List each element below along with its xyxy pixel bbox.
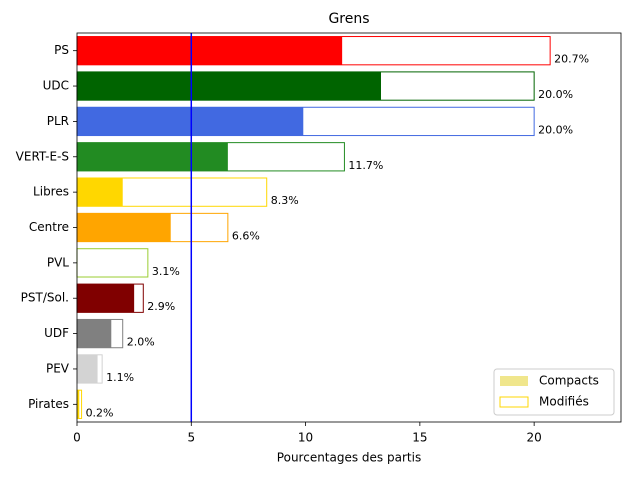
value-label-3: 11.7% [348, 159, 383, 172]
bar-compacts-0 [77, 36, 343, 65]
plot-frame [76, 32, 622, 423]
y-tick-label-10: Pirates [28, 397, 69, 411]
bar-compacts-10 [77, 390, 80, 419]
y-tick-label-8: UDF [44, 326, 69, 340]
bar-compacts-5 [77, 213, 171, 242]
value-label-8: 2.0% [127, 336, 155, 349]
bar-compacts-9 [77, 354, 98, 384]
value-label-7: 2.9% [147, 300, 175, 313]
x-tick-label-1: 5 [187, 431, 195, 445]
y-tick-label-4: Libres [33, 185, 69, 199]
y-tick-label-3: VERT-E-S [16, 149, 69, 163]
x-tick-label-4: 20 [527, 431, 542, 445]
y-tick-label-9: PEV [46, 361, 70, 375]
legend-label-1: Modifiés [539, 395, 589, 409]
value-label-10: 0.2% [86, 406, 114, 419]
y-tick-label-6: PVL [47, 255, 69, 269]
x-axis-label: Pourcentages des partis [277, 451, 421, 465]
value-label-5: 6.6% [232, 230, 260, 243]
bar-compacts-2 [77, 107, 304, 136]
bar-compacts-8 [77, 319, 112, 348]
x-tick-label-2: 10 [298, 431, 313, 445]
bar-compacts-3 [77, 142, 228, 171]
value-label-1: 20.0% [538, 88, 573, 101]
y-tick-label-2: PLR [47, 114, 69, 128]
legend-label-0: Compacts [539, 374, 599, 388]
value-label-0: 20.7% [554, 53, 589, 66]
chart-title: Grens [328, 11, 369, 27]
x-tick-label-3: 15 [412, 431, 427, 445]
bar-modifies-6 [76, 248, 149, 278]
value-label-9: 1.1% [106, 371, 134, 384]
x-tick-label-0: 0 [73, 431, 81, 445]
value-label-6: 3.1% [152, 265, 180, 278]
legend-swatch-0 [500, 376, 528, 386]
legend-swatch-1 [499, 396, 529, 408]
y-tick-label-5: Centre [29, 220, 69, 234]
bar-compacts-7 [77, 284, 135, 313]
value-label-2: 20.0% [538, 123, 573, 136]
y-tick-label-7: PST/Sol. [21, 291, 69, 305]
y-tick-label-0: PS [54, 43, 69, 57]
value-label-4: 8.3% [271, 194, 299, 207]
bar-compacts-1 [77, 71, 381, 101]
y-tick-label-1: UDC [43, 79, 69, 93]
bar-compacts-4 [77, 177, 123, 207]
